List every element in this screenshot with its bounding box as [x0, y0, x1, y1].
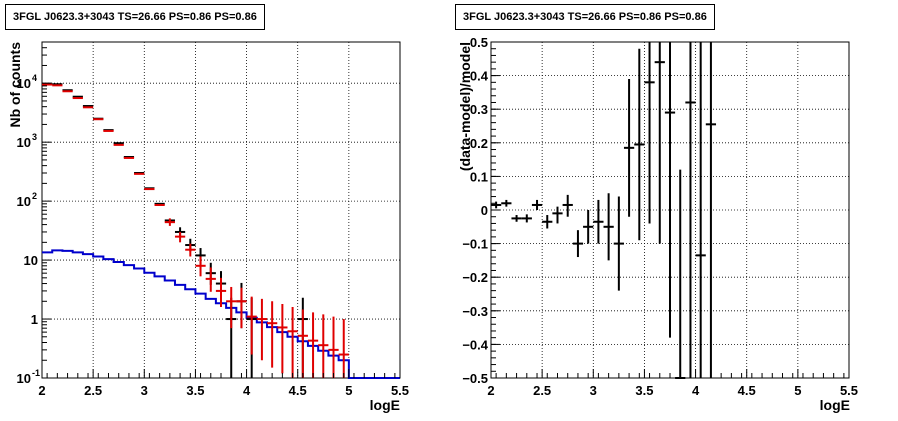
- right-residual-point: [685, 42, 696, 378]
- left-ytick-exponent: 3: [32, 132, 37, 142]
- left-model-point: [164, 218, 175, 226]
- right-residual-point: [664, 42, 676, 338]
- left-grid: [42, 42, 400, 378]
- right-axes: 2 2.5 3 3.5 4 4.5 5 5.5 −0.5 −0.4 −0.3 −0.2 −0.1 0 0.1…: [462, 35, 858, 398]
- right-residual-point: [542, 215, 553, 229]
- left-model-point: [174, 231, 186, 243]
- left-ytick-label: 10: [24, 253, 38, 268]
- left-xtick-label: 2.5: [84, 383, 102, 398]
- right-residual-point: [521, 214, 532, 223]
- left-plot-frame: [41, 41, 401, 379]
- right-residual-point: [552, 206, 563, 224]
- left-model-point: [226, 286, 237, 329]
- left-ytick-label: 10: [17, 371, 31, 386]
- right-plot: 2 2.5 3 3.5 4 4.5 5 5.5 −0.5 −0.4 −0.3 −0.2 −0.1 0 0.1…: [457, 35, 858, 413]
- left-ytick-exponent: 2: [32, 191, 37, 201]
- left-ytick-label: 10: [17, 194, 31, 209]
- right-residual-point: [593, 199, 604, 244]
- left-model-point: [297, 309, 308, 378]
- right-ytick-label: −0.4: [462, 337, 488, 352]
- left-model-point: [215, 277, 227, 308]
- right-grid: [491, 42, 849, 378]
- left-model-point: [185, 243, 196, 257]
- left-ytick-label: 1: [31, 312, 38, 327]
- right-ytick-label: −0.2: [462, 270, 488, 285]
- left-xtick-label: 5: [345, 383, 352, 398]
- left-model-point: [236, 287, 247, 329]
- right-residual-point: [613, 196, 624, 291]
- right-ytick-label: 0: [481, 203, 488, 218]
- left-model-histogram: [42, 249, 400, 379]
- right-ytick-label: −0.5: [462, 371, 488, 386]
- left-ytick-exponent: 4: [32, 73, 37, 83]
- right-ytick-label: 0.2: [470, 136, 488, 151]
- right-ytick-label: 0.3: [470, 102, 488, 117]
- right-chart-title: 3FGL J0623.3+3043 TS=26.66 PS=0.86 PS=0.…: [455, 4, 715, 30]
- left-model-point: [307, 312, 319, 378]
- left-ytick-label: 10: [17, 76, 31, 91]
- right-ytick-label: 0.4: [470, 69, 489, 84]
- left-model-point: [328, 316, 339, 378]
- right-xtick-label: 5.5: [840, 383, 858, 398]
- left-xtick-label: 3.5: [186, 383, 204, 398]
- right-xtick-label: 4: [692, 383, 700, 398]
- right-xtick-label: 2: [487, 383, 494, 398]
- left-ytick-exponent: -1: [32, 368, 40, 378]
- left-xlabel: logE: [370, 397, 400, 413]
- right-residual-point: [705, 42, 717, 378]
- right-xtick-label: 3: [590, 383, 597, 398]
- left-model-point: [338, 319, 349, 378]
- right-xlabel: logE: [820, 397, 850, 413]
- right-residual-point: [501, 199, 512, 207]
- right-xtick-label: 3.5: [635, 383, 653, 398]
- right-residual-point: [695, 42, 706, 378]
- left-xtick-label: 4: [243, 383, 251, 398]
- left-model-point: [246, 296, 257, 355]
- left-model-point: [205, 267, 216, 292]
- right-residual-point: [634, 48, 645, 241]
- right-marks: [491, 42, 717, 379]
- left-ylabel: Nb of counts: [7, 42, 23, 128]
- left-xtick-label: 2: [38, 383, 45, 398]
- right-residual-point: [603, 193, 614, 261]
- left-model-point: [195, 256, 206, 277]
- right-ytick-label: −0.1: [462, 237, 488, 252]
- left-model-point: [287, 307, 298, 378]
- left-model-point: [267, 301, 278, 368]
- left-model-point: [318, 314, 329, 378]
- right-residual-point: [562, 194, 573, 217]
- left-chart-title: 3FGL J0623.3+3043 TS=26.66 PS=0.86 PS=0.…: [5, 4, 265, 30]
- left-ytick-label: 10: [17, 135, 31, 150]
- left-xtick-label: 3: [141, 383, 148, 398]
- right-xtick-label: 4.5: [738, 383, 756, 398]
- right-residual-point: [572, 230, 584, 258]
- right-residual-point: [623, 78, 635, 217]
- right-ylabel: (data-model)/model: [457, 42, 473, 171]
- right-residual-point: [531, 199, 543, 210]
- left-model-point: [277, 303, 288, 374]
- right-xtick-label: 5: [794, 383, 801, 398]
- right-residual-point: [654, 42, 665, 244]
- right-ytick-label: 0.1: [470, 169, 488, 184]
- left-xtick-label: 4.5: [289, 383, 307, 398]
- right-residual-point: [491, 201, 502, 209]
- right-ytick-label: −0.3: [462, 304, 488, 319]
- left-xtick-label: 5.5: [391, 383, 409, 398]
- right-residual-point: [583, 210, 594, 244]
- left-marks: [42, 82, 400, 379]
- right-ytick-label: 0.5: [470, 35, 488, 50]
- right-residual-point: [644, 42, 655, 224]
- left-model-point: [256, 298, 268, 361]
- right-xtick-label: 2.5: [533, 383, 551, 398]
- right-residual-point: [511, 215, 522, 222]
